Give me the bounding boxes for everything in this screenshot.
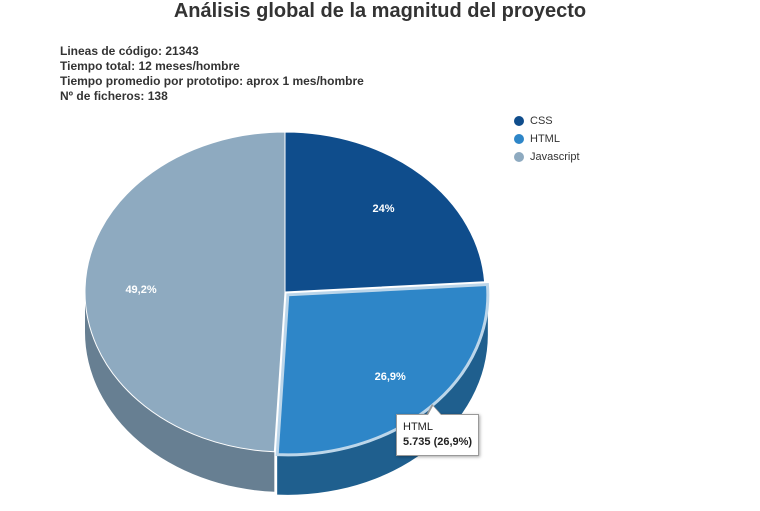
project-summary: Lineas de código: 21343 Tiempo total: 12… (60, 44, 364, 104)
legend-item-css[interactable]: CSS (514, 112, 580, 130)
pie-slice-css[interactable] (284, 131, 486, 293)
pie-side-javascript (85, 292, 275, 492)
lines-of-code-text: Lineas de código: 21343 (60, 44, 199, 58)
legend-swatch-html (514, 134, 524, 144)
legend-label-javascript: Javascript (530, 151, 580, 163)
pie-slices (84, 131, 490, 457)
data-label-css: 24% (372, 203, 394, 215)
legend-label-html: HTML (530, 133, 560, 145)
chart-title: Análisis global de la magnitud del proye… (173, 0, 587, 22)
tooltip-series-name: HTML (403, 421, 433, 433)
pie-slice-javascript[interactable] (84, 131, 286, 453)
legend-label-css: CSS (530, 115, 553, 127)
slice-tooltip: HTML 5.735 (26,9%) (396, 414, 480, 456)
average-time-text: Tiempo promedio por prototipo: aprox 1 m… (60, 74, 364, 88)
legend-item-javascript[interactable]: Javascript (514, 148, 580, 166)
data-label-javascript: 49,2% (125, 284, 156, 296)
legend-swatch-css (514, 116, 524, 126)
tooltip-pointer-fill (428, 406, 441, 415)
total-time-text: Tiempo total: 12 meses/hombre (60, 59, 240, 73)
tooltip-value: 5.735 (26,9%) (403, 436, 473, 448)
chart-legend: CSS HTML Javascript (514, 112, 580, 166)
pie-data-labels: 24% 26,9% 49,2% (125, 203, 406, 383)
file-count-text: Nº de ficheros: 138 (60, 89, 168, 103)
data-label-html: 26,9% (375, 371, 406, 383)
legend-swatch-javascript (514, 152, 524, 162)
legend-item-html[interactable]: HTML (514, 130, 580, 148)
